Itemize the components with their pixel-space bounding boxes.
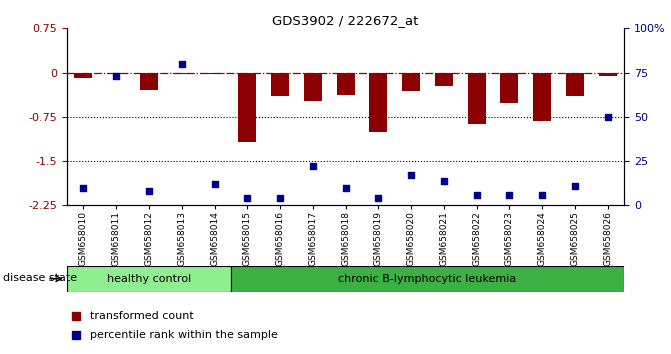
Point <box>111 73 121 79</box>
Bar <box>566 73 584 96</box>
Point <box>570 183 580 189</box>
Text: healthy control: healthy control <box>107 274 191 284</box>
Text: transformed count: transformed count <box>90 311 194 321</box>
Bar <box>304 73 322 101</box>
Point <box>176 61 187 67</box>
Bar <box>435 73 453 86</box>
Point <box>274 195 285 201</box>
Bar <box>231 266 624 292</box>
Bar <box>337 73 354 95</box>
Point <box>406 172 417 178</box>
Bar <box>107 73 125 74</box>
Bar <box>533 73 551 121</box>
Point <box>537 192 548 198</box>
Text: percentile rank within the sample: percentile rank within the sample <box>90 330 278 340</box>
Point <box>242 195 253 201</box>
Bar <box>172 73 191 74</box>
Bar <box>501 73 519 103</box>
Bar <box>402 73 420 91</box>
Point <box>209 181 220 187</box>
Point <box>307 164 318 169</box>
Title: GDS3902 / 222672_at: GDS3902 / 222672_at <box>272 14 419 27</box>
Bar <box>140 73 158 90</box>
Bar <box>369 73 387 132</box>
Bar <box>238 73 256 142</box>
Bar <box>468 73 486 125</box>
Point <box>603 114 613 120</box>
Point <box>144 188 154 194</box>
Point <box>340 185 351 190</box>
Text: disease state: disease state <box>3 273 77 283</box>
Point <box>471 192 482 198</box>
Bar <box>67 266 231 292</box>
Text: chronic B-lymphocytic leukemia: chronic B-lymphocytic leukemia <box>338 274 517 284</box>
Bar <box>271 73 289 96</box>
Point <box>78 185 89 190</box>
Bar <box>74 73 93 79</box>
Point <box>373 195 384 201</box>
Point <box>438 178 449 183</box>
Bar <box>205 73 223 74</box>
Point <box>504 192 515 198</box>
Bar <box>599 73 617 75</box>
